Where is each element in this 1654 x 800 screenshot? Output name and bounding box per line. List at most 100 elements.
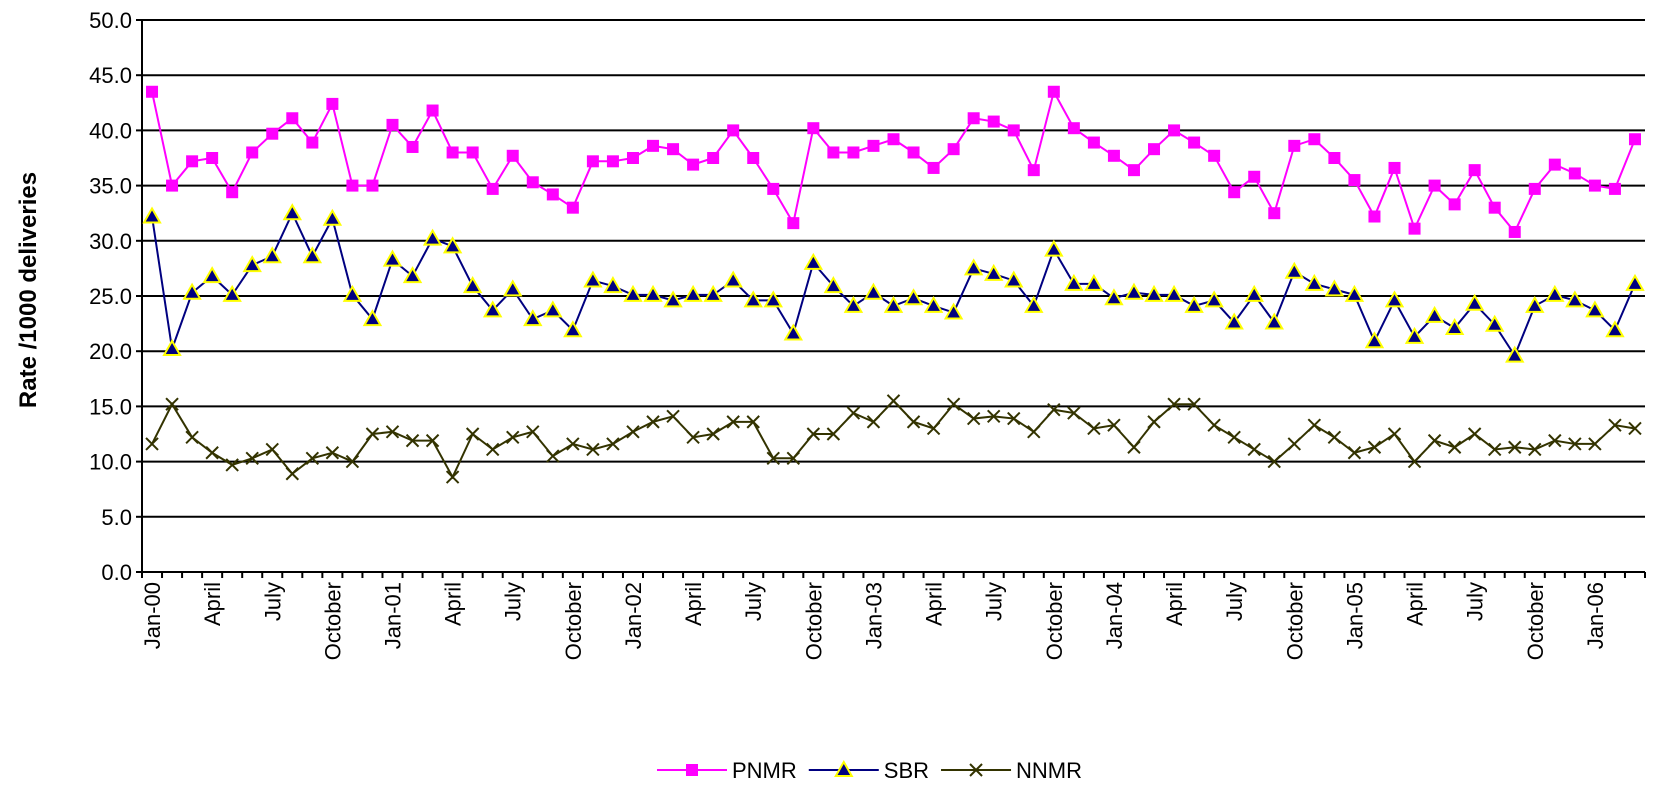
point <box>1027 425 1041 439</box>
point <box>1467 427 1482 441</box>
point <box>242 255 262 273</box>
point <box>442 236 463 254</box>
point <box>586 442 600 457</box>
point <box>326 97 339 110</box>
point <box>1568 167 1581 180</box>
point <box>1488 201 1501 214</box>
point <box>1528 442 1542 457</box>
point <box>425 433 440 448</box>
point <box>1124 282 1144 300</box>
point <box>225 458 239 472</box>
point <box>1464 293 1485 311</box>
point <box>386 118 399 131</box>
point <box>1608 182 1621 195</box>
point <box>405 433 420 448</box>
point <box>1588 179 1601 192</box>
y-tick-label: 10.0 <box>89 450 132 475</box>
point <box>886 394 901 408</box>
point <box>523 309 543 327</box>
point <box>1568 437 1582 451</box>
point <box>986 409 1001 424</box>
point <box>1067 406 1081 420</box>
point <box>763 290 783 308</box>
point <box>1528 182 1541 195</box>
point <box>1487 442 1502 457</box>
x-tick-label: October <box>561 582 586 660</box>
point <box>727 124 740 137</box>
point <box>1227 430 1241 445</box>
point <box>1064 273 1084 291</box>
y-tick-label: 40.0 <box>89 118 132 143</box>
legend-marker <box>969 763 983 777</box>
point <box>1187 397 1201 411</box>
point <box>362 309 383 327</box>
point <box>683 284 703 302</box>
point <box>783 323 804 341</box>
point <box>947 143 960 156</box>
point <box>462 276 483 294</box>
point <box>967 112 980 125</box>
point <box>563 320 583 338</box>
point <box>322 208 343 226</box>
point <box>703 284 723 302</box>
point <box>1287 437 1302 451</box>
point <box>667 143 680 156</box>
y-tick-label: 50.0 <box>89 8 132 33</box>
point <box>946 397 961 411</box>
point <box>142 206 162 224</box>
point <box>543 300 563 318</box>
point <box>883 295 904 313</box>
x-tick-label: April <box>1162 582 1187 626</box>
point <box>1267 454 1281 469</box>
point <box>466 146 479 159</box>
point <box>166 179 179 192</box>
point <box>305 451 320 465</box>
point <box>265 442 279 457</box>
point <box>566 201 579 214</box>
point <box>342 284 363 302</box>
point <box>1384 290 1405 308</box>
point <box>866 415 881 429</box>
x-tick-label: July <box>982 582 1007 621</box>
point <box>1508 225 1521 238</box>
point <box>926 421 941 436</box>
point <box>1247 442 1261 457</box>
point <box>1047 85 1060 98</box>
point <box>402 266 423 284</box>
x-tick-label: July <box>741 582 766 621</box>
point <box>847 146 860 159</box>
point <box>406 140 419 153</box>
point <box>285 467 300 481</box>
point <box>465 427 480 441</box>
point <box>843 295 864 313</box>
legend-label: SBR <box>884 758 929 783</box>
point <box>1368 210 1381 223</box>
x-tick-label: April <box>1403 582 1428 626</box>
point <box>826 427 841 441</box>
point <box>486 182 499 195</box>
point <box>906 415 921 429</box>
point <box>1327 430 1342 445</box>
point <box>1565 290 1585 308</box>
point <box>546 449 560 463</box>
point <box>923 295 944 313</box>
point <box>546 188 559 201</box>
x-tick-label: April <box>200 582 225 626</box>
x-tick-label: July <box>260 582 285 621</box>
point <box>1407 454 1422 469</box>
point <box>1388 161 1401 174</box>
point <box>626 425 640 439</box>
point <box>643 284 663 302</box>
point <box>867 139 880 152</box>
point <box>1288 139 1301 152</box>
point <box>222 284 242 302</box>
point <box>586 155 599 168</box>
point <box>1007 124 1020 137</box>
point <box>623 284 643 302</box>
point <box>1284 261 1305 279</box>
point <box>1104 288 1124 306</box>
point <box>1307 418 1322 432</box>
point <box>803 252 824 270</box>
point <box>306 136 319 149</box>
point <box>1364 331 1385 349</box>
